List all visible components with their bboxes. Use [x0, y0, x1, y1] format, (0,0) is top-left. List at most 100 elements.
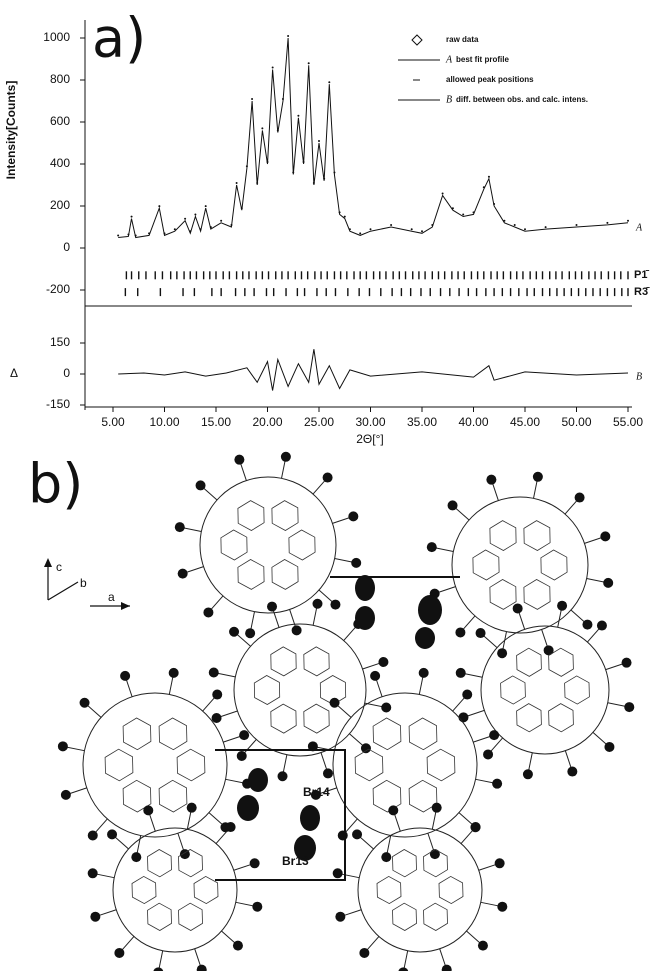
br-atom: [455, 627, 466, 638]
cage-ring: [158, 779, 188, 813]
cage-ring: [472, 549, 500, 581]
raw-point: [266, 161, 269, 163]
raw-point: [441, 192, 444, 195]
cage-ring: [392, 902, 417, 931]
y-tick-label: 600: [50, 114, 70, 128]
br-atom: [277, 771, 288, 782]
panel-b: b) Br14 Br13 c b a: [28, 451, 635, 971]
cage-ring: [220, 529, 248, 561]
br-atom: [603, 577, 614, 588]
raw-point: [348, 228, 351, 231]
cage-ring: [237, 500, 265, 531]
br-atom: [211, 712, 222, 723]
br-atom: [280, 451, 291, 462]
raw-point: [544, 226, 547, 229]
br-atom: [483, 749, 494, 760]
cage-ring: [176, 748, 206, 782]
br-atom: [234, 454, 245, 465]
cage-ring: [122, 717, 152, 751]
br-atom: [79, 697, 90, 708]
x-tick-label: 30.00: [355, 415, 385, 429]
cage-ring: [193, 875, 219, 905]
br-atom: [462, 689, 473, 700]
br-atom: [378, 657, 389, 668]
br-atom: [312, 598, 323, 609]
cage-ring: [122, 779, 152, 813]
cage: [451, 496, 589, 634]
legend-label: diff. between obs. and calc. intens.: [456, 95, 588, 104]
x-tick-label: 25.00: [304, 415, 334, 429]
raw-point: [209, 226, 212, 229]
legend-label: allowed peak positions: [446, 75, 534, 84]
raw-point: [240, 207, 243, 210]
y-axis-label: Δ: [10, 366, 18, 380]
br-atom: [120, 670, 131, 681]
br-atom: [429, 849, 440, 860]
br-atom: [87, 830, 98, 841]
x-axis-label: 2Θ[°]: [356, 432, 383, 446]
br-atom: [621, 657, 632, 668]
raw-point: [318, 140, 320, 142]
cage-ring: [540, 549, 568, 581]
br-atom: [532, 471, 543, 482]
raw-point: [287, 35, 290, 37]
br-atom: [447, 500, 458, 511]
br-atom: [229, 626, 240, 637]
y-tick-label: 400: [50, 156, 70, 170]
raw-point: [117, 234, 120, 237]
raw-point: [421, 230, 423, 233]
br2-molecule: [237, 795, 259, 821]
br-atom: [497, 648, 508, 659]
raw-point: [323, 177, 326, 180]
br-atom: [330, 599, 341, 610]
panel-a: a) Intensity[Counts] Δ 2Θ[°]: [4, 7, 384, 447]
cage-ring: [423, 849, 448, 878]
cage-ring: [489, 520, 517, 551]
axis-name: a: [108, 590, 115, 604]
br-atom: [236, 750, 247, 761]
cage-ring: [104, 748, 134, 782]
br-atom: [174, 522, 185, 533]
raw-point: [338, 211, 341, 214]
br-atom: [225, 822, 236, 833]
br-atom: [60, 789, 71, 800]
y-tick-label: 0: [63, 240, 70, 254]
raw-point: [302, 161, 305, 163]
cage-ring: [408, 779, 438, 813]
x-tick-label: 45.00: [510, 415, 540, 429]
br2-molecule: [300, 805, 320, 831]
legend-key: B: [446, 94, 452, 105]
br-atom: [322, 768, 333, 779]
raw-point: [276, 129, 279, 132]
y-axis-label: Intensity[Counts]: [4, 81, 18, 180]
raw-point: [245, 165, 248, 168]
br-atom: [57, 741, 68, 752]
raw-point: [431, 224, 434, 226]
br-atom: [426, 542, 437, 553]
axis-name: b: [80, 576, 87, 590]
br-atom: [203, 607, 214, 618]
x-tick-label: 5.00: [101, 415, 125, 429]
br-atom: [195, 480, 206, 491]
br-atom: [87, 868, 98, 879]
br-atom: [337, 830, 348, 841]
raw-point: [230, 224, 233, 226]
br-atom: [249, 858, 260, 869]
cage-ring: [270, 646, 297, 677]
cage-ring: [270, 703, 297, 734]
cage-ring: [548, 647, 574, 677]
arrow-head: [121, 602, 130, 610]
cage-ring: [564, 675, 590, 705]
raw-point: [173, 228, 176, 231]
raw-point: [158, 205, 161, 208]
br-atom: [477, 940, 488, 951]
cage-ring: [253, 675, 281, 705]
raw-point: [130, 215, 133, 218]
cage-ring: [178, 849, 203, 878]
atom-label: Br13: [282, 854, 309, 868]
cage: [82, 692, 228, 838]
raw-point: [482, 186, 485, 189]
cage-ring: [392, 849, 417, 878]
raw-point: [235, 182, 238, 184]
br-atom: [196, 964, 207, 971]
